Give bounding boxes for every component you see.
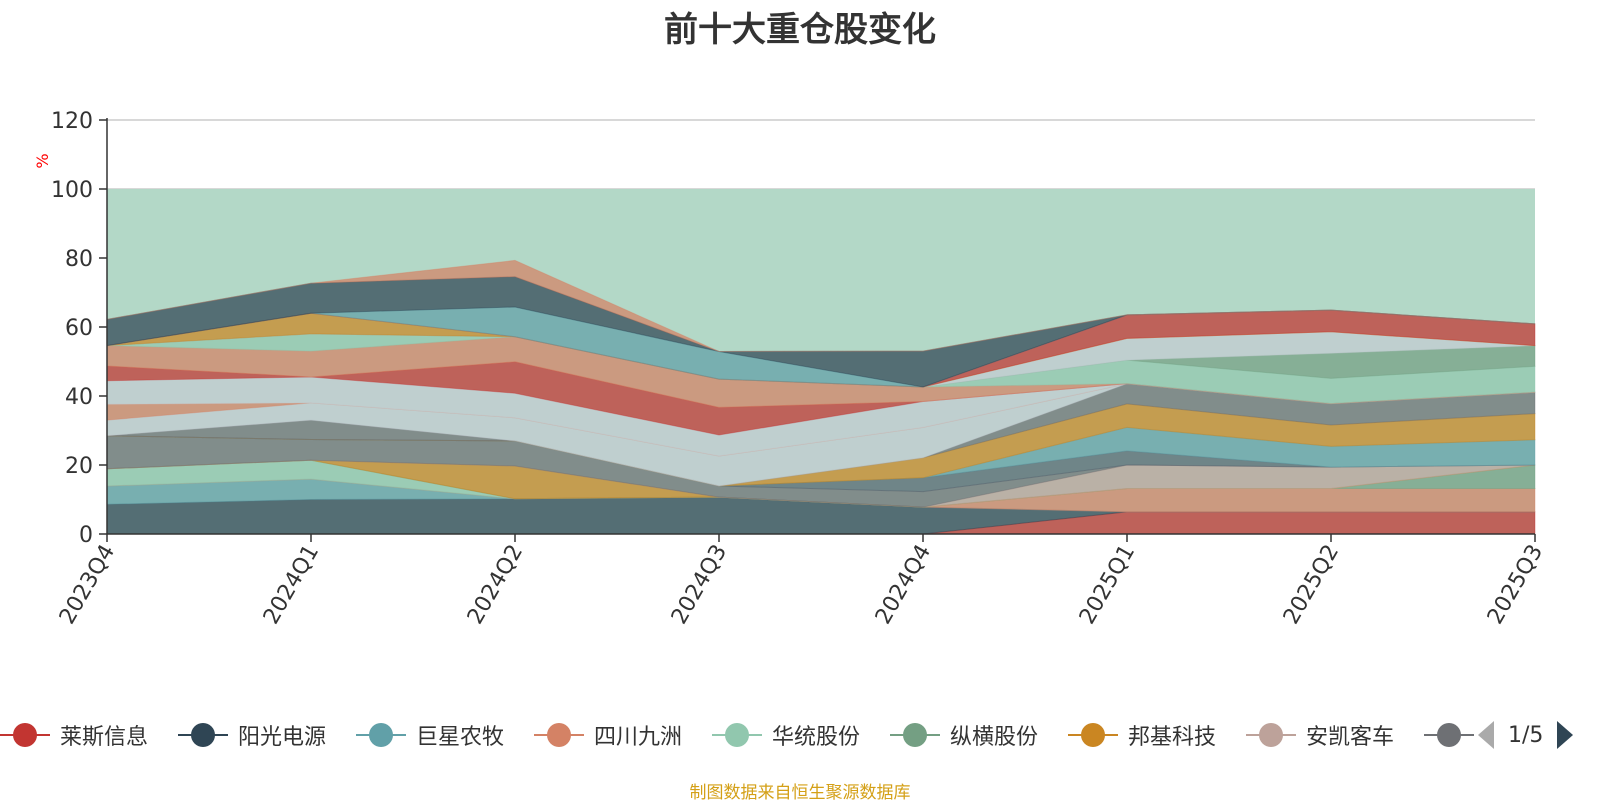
legend-label: 阳光电源: [238, 725, 327, 750]
y-tick-label: 100: [51, 178, 93, 203]
legend-pager: 1/5: [1478, 717, 1574, 753]
x-tick-label: 2025Q2: [1279, 541, 1344, 629]
legend-item[interactable]: 巨星农牧: [356, 715, 504, 755]
legend-item[interactable]: 邦基科技: [1068, 715, 1216, 755]
legend-item[interactable]: 四川九洲: [534, 715, 682, 755]
legend-marker-icon: [178, 720, 228, 750]
y-tick-label: 40: [65, 385, 93, 410]
legend-next-page-icon[interactable]: [1557, 721, 1574, 749]
legend-item[interactable]: 莱斯信息: [0, 715, 148, 755]
area-series-4: [106, 478, 1536, 513]
y-tick-label: 0: [79, 523, 93, 548]
area-series-12: [106, 403, 1536, 487]
area-series-13: [106, 383, 1536, 487]
legend-page-indicator: 1/5: [1508, 722, 1544, 748]
legend-marker-icon: [1068, 720, 1118, 750]
y-tick-label: 20: [65, 454, 93, 479]
y-tick-label: 80: [65, 247, 93, 272]
legend-label: 莱斯信息: [60, 725, 149, 750]
legend-marker-icon: [534, 720, 584, 750]
x-tick-label: 2023Q4: [55, 541, 120, 629]
legend-item[interactable]: [1424, 715, 1480, 755]
x-tick-label: 2024Q4: [871, 541, 936, 629]
area-series-6: [106, 459, 1536, 508]
legend-marker-icon: [356, 720, 406, 750]
legend-marker-icon: [1424, 720, 1474, 750]
legend-marker-icon: [1246, 720, 1296, 750]
legend: 莱斯信息 阳光电源 巨星农牧 四川九洲 华统股份 纵横股份 邦基科技 安凯客车: [0, 715, 1480, 755]
y-tick-label: 60: [65, 316, 93, 341]
stacked-area-chart: 0 20 40 60 80 100 120 2023Q4 2024Q1 2024Q2 2024Q3 2…: [33, 109, 1548, 629]
y-axis-unit-label: %: [33, 153, 52, 168]
legend-marker-icon: [0, 720, 50, 750]
x-tick-label: 2025Q1: [1075, 541, 1140, 629]
legend-label: 邦基科技: [1128, 725, 1217, 750]
y-tick-label: 120: [51, 109, 93, 134]
area-series: [106, 189, 1536, 535]
legend-prev-page-icon[interactable]: [1478, 721, 1494, 749]
area-series-11: [106, 426, 1536, 487]
legend-label: 巨星农牧: [416, 725, 505, 750]
legend-label: 华统股份: [772, 725, 861, 750]
legend-label: 纵横股份: [950, 725, 1039, 750]
legend-item[interactable]: 纵横股份: [890, 715, 1038, 755]
legend-label: 安凯客车: [1306, 725, 1395, 750]
x-tick-label: 2025Q3: [1483, 541, 1548, 629]
legend-marker-icon: [890, 720, 940, 750]
legend-item[interactable]: 阳光电源: [178, 715, 326, 755]
area-series-26: [106, 259, 1536, 353]
legend-item[interactable]: 华统股份: [712, 715, 860, 755]
chart-title: 前十大重仓股变化: [664, 10, 936, 50]
legend-marker-icon: [712, 720, 762, 750]
legend-item[interactable]: 安凯客车: [1246, 715, 1394, 755]
x-tick-label: 2024Q1: [259, 541, 324, 629]
x-tick-label: 2024Q2: [463, 541, 528, 629]
source-note: 制图数据来自恒生聚源数据库: [689, 783, 911, 803]
x-tick-label: 2024Q3: [667, 541, 732, 629]
legend-label: 四川九洲: [594, 725, 683, 750]
